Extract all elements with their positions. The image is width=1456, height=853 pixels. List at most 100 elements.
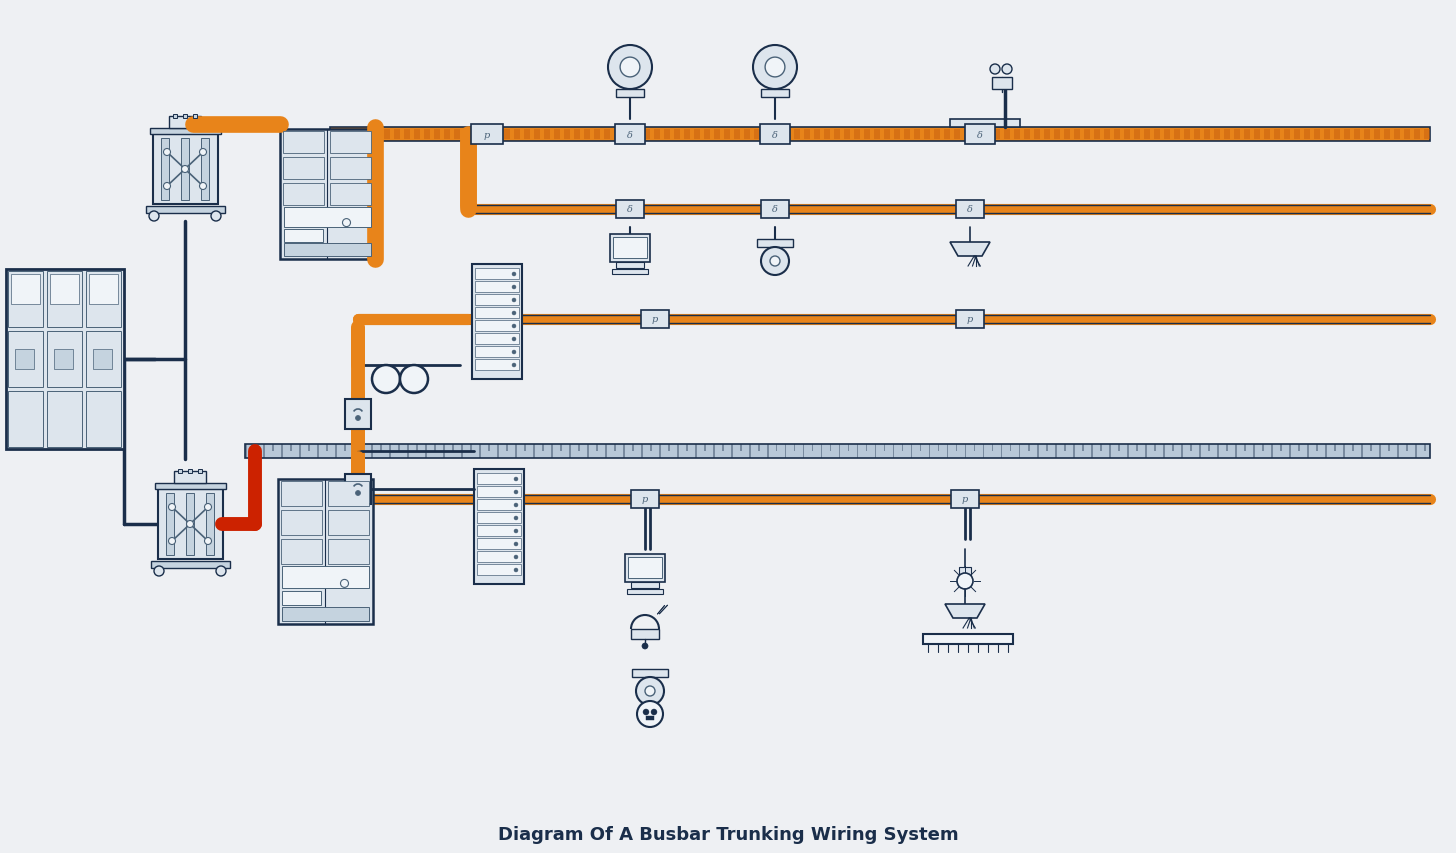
Bar [335, 444, 336, 458]
Bar [1172, 444, 1174, 451]
Bar [553, 130, 561, 140]
Bar [12, 275, 39, 305]
Bar [403, 130, 411, 140]
Bar [1198, 444, 1201, 458]
Bar [616, 200, 644, 218]
Bar [834, 130, 840, 140]
Bar [478, 499, 521, 510]
Bar [47, 392, 82, 448]
Bar [384, 130, 390, 140]
Circle shape [514, 568, 518, 572]
Text: δ: δ [977, 131, 983, 139]
Circle shape [514, 543, 518, 547]
Bar [668, 444, 670, 451]
Bar [280, 130, 376, 259]
Bar [1037, 444, 1038, 458]
Bar [1073, 444, 1075, 458]
Bar [424, 130, 430, 140]
Bar [1396, 444, 1399, 458]
Text: δ: δ [628, 206, 633, 214]
Text: Diagram Of A Busbar Trunking Wiring System: Diagram Of A Busbar Trunking Wiring Syst… [498, 825, 958, 843]
Bar [434, 444, 435, 451]
Bar [1114, 130, 1120, 140]
Bar [524, 444, 526, 451]
Bar [1155, 130, 1160, 140]
Bar [1374, 130, 1380, 140]
Bar [1224, 130, 1230, 140]
Bar [89, 275, 118, 305]
Bar [684, 130, 690, 140]
Circle shape [355, 416, 361, 421]
Bar [1271, 444, 1273, 458]
Circle shape [957, 573, 973, 589]
Bar [514, 130, 520, 140]
Bar [943, 130, 949, 140]
Bar [731, 444, 732, 458]
Bar [1054, 130, 1060, 140]
Bar [1134, 130, 1140, 140]
Bar [317, 444, 319, 458]
Bar [923, 635, 1013, 644]
Bar [904, 130, 910, 140]
Bar [783, 130, 791, 140]
Bar [983, 444, 984, 458]
Bar [290, 444, 291, 451]
Bar [775, 130, 780, 140]
Bar [395, 130, 400, 140]
Bar [496, 444, 498, 458]
Bar [282, 158, 325, 180]
Bar [328, 539, 368, 565]
Circle shape [514, 490, 518, 495]
Bar [824, 130, 830, 140]
Bar [632, 444, 633, 451]
Bar [754, 130, 760, 140]
Bar [1163, 444, 1165, 458]
Bar [584, 130, 590, 140]
Bar [1404, 130, 1409, 140]
Bar [282, 183, 325, 206]
Bar [146, 206, 226, 214]
Circle shape [642, 643, 648, 649]
Circle shape [513, 325, 515, 328]
Bar [1093, 130, 1099, 140]
Bar [181, 139, 189, 200]
Bar [574, 130, 579, 140]
Bar [462, 444, 463, 458]
Bar [201, 139, 210, 200]
Bar [284, 244, 371, 257]
Bar [363, 444, 364, 451]
Bar [884, 444, 885, 451]
Text: p: p [652, 315, 658, 324]
Bar [479, 444, 480, 458]
Bar [188, 469, 192, 473]
Bar [478, 551, 521, 562]
Bar [331, 128, 1430, 142]
Circle shape [514, 478, 518, 481]
Bar [713, 130, 721, 140]
Text: p: p [483, 131, 491, 139]
Bar [994, 130, 1000, 140]
Circle shape [514, 530, 518, 533]
Circle shape [182, 166, 188, 173]
Bar [974, 130, 980, 140]
Bar [153, 135, 218, 205]
Bar [1204, 130, 1210, 140]
Bar [483, 130, 491, 140]
Bar [1099, 444, 1102, 451]
Bar [1243, 444, 1245, 451]
Bar [965, 444, 967, 458]
Bar [331, 132, 371, 154]
Bar [344, 130, 349, 140]
Bar [1124, 130, 1130, 140]
Bar [1254, 444, 1255, 458]
Circle shape [1002, 65, 1012, 75]
Bar [408, 444, 409, 458]
Bar [328, 481, 368, 507]
Text: δ: δ [967, 206, 973, 214]
Bar [623, 444, 625, 458]
Bar [515, 444, 517, 458]
Bar [7, 332, 44, 387]
Circle shape [609, 46, 652, 90]
Bar [475, 360, 518, 370]
Bar [475, 269, 518, 280]
